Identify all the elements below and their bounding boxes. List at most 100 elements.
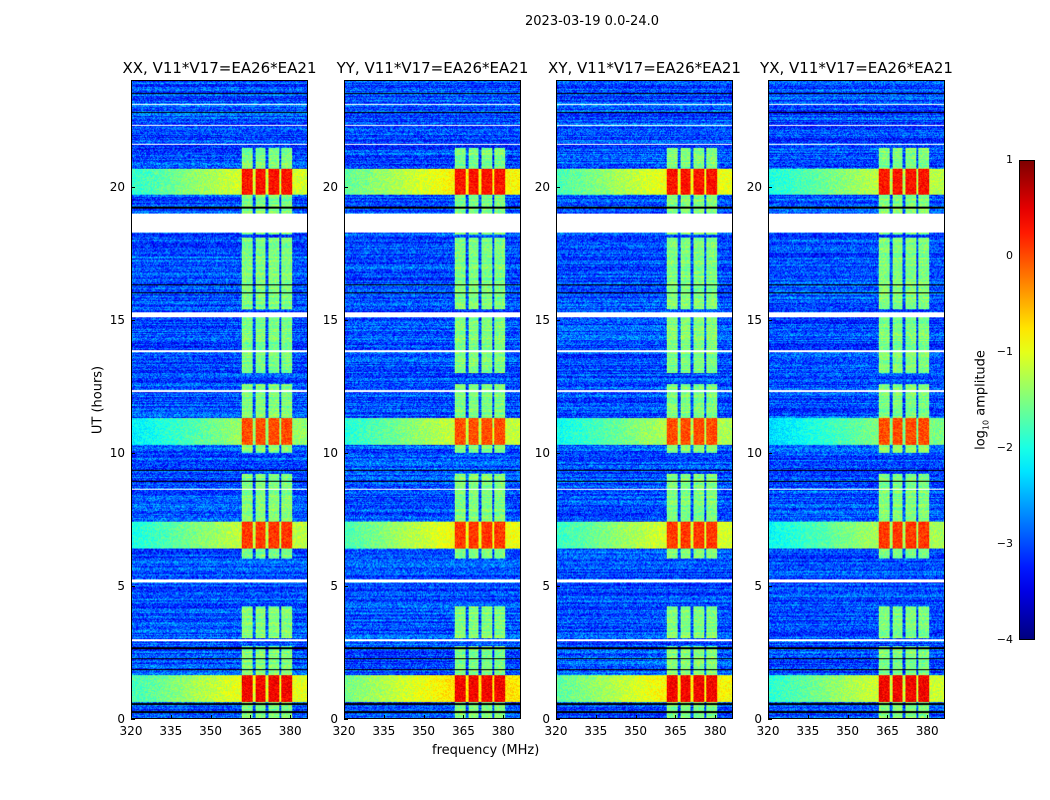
panel-title: YX, V11*V17=EA26*EA21 <box>760 59 953 77</box>
x-tick-mark <box>768 715 769 719</box>
y-tick-mark <box>556 585 560 587</box>
x-tick-label: 350 <box>836 724 860 738</box>
x-tick-label: 365 <box>875 724 899 738</box>
colorbar-label-rest: amplitude <box>973 350 989 420</box>
x-tick-mark <box>927 715 929 719</box>
colorbar-tick-label: 0 <box>1006 249 1013 262</box>
y-tick-mark <box>768 319 772 321</box>
colorbar-tick-label: −4 <box>996 633 1013 646</box>
x-tick-mark <box>635 715 637 719</box>
x-tick-mark <box>675 715 677 719</box>
colorbar-label: log10 amplitude <box>974 350 991 450</box>
x-tick-mark <box>131 715 132 719</box>
x-tick-label: 320 <box>332 724 356 738</box>
colorbar-tick-label: −3 <box>996 537 1013 550</box>
y-tick-mark <box>556 319 560 321</box>
x-tick-mark <box>170 715 172 719</box>
y-tick-label: 20 <box>322 179 338 194</box>
x-tick-mark <box>423 715 425 719</box>
colorbar-tick-label: −1 <box>996 345 1013 358</box>
x-tick-mark <box>847 715 849 719</box>
x-axis-label: frequency (MHz) <box>432 743 540 758</box>
y-tick-mark <box>556 186 560 188</box>
y-tick-label: 0 <box>330 712 338 726</box>
y-tick-mark <box>768 186 772 188</box>
heatmap-panel-2 <box>556 80 733 719</box>
y-tick-label: 20 <box>746 179 762 194</box>
colorbar <box>1019 160 1035 640</box>
colorbar-tick-label: −2 <box>996 441 1013 454</box>
y-tick-mark <box>131 719 135 720</box>
y-tick-label: 20 <box>534 179 550 194</box>
y-tick-mark <box>768 452 772 454</box>
y-tick-label: 0 <box>117 712 125 726</box>
x-tick-label: 380 <box>278 724 302 738</box>
colorbar-label-sub: 10 <box>981 419 991 431</box>
x-tick-mark <box>463 715 465 719</box>
x-tick-mark <box>807 715 809 719</box>
y-tick-label: 10 <box>746 445 762 460</box>
y-tick-label: 10 <box>534 445 550 460</box>
heatmap-panel-0 <box>131 80 308 719</box>
heatmap-panel-3 <box>768 80 945 719</box>
y-tick-label: 15 <box>109 312 125 327</box>
figure-title: 2023-03-19 0.0-24.0 <box>525 14 659 29</box>
y-tick-label: 5 <box>117 578 125 593</box>
x-tick-label: 365 <box>238 724 262 738</box>
x-tick-label: 320 <box>119 724 143 738</box>
x-tick-label: 335 <box>159 724 183 738</box>
y-tick-label: 15 <box>322 312 338 327</box>
x-tick-label: 365 <box>451 724 475 738</box>
y-tick-mark <box>131 452 135 454</box>
y-tick-mark <box>131 186 135 188</box>
x-tick-label: 365 <box>663 724 687 738</box>
y-tick-mark <box>768 585 772 587</box>
y-tick-label: 20 <box>109 179 125 194</box>
panel-title: XY, V11*V17=EA26*EA21 <box>548 59 741 77</box>
x-tick-label: 380 <box>491 724 515 738</box>
y-tick-mark <box>556 719 560 720</box>
y-tick-mark <box>344 319 348 321</box>
y-tick-label: 10 <box>109 445 125 460</box>
y-tick-label: 5 <box>754 578 762 593</box>
y-tick-mark <box>344 585 348 587</box>
y-tick-mark <box>768 719 772 720</box>
x-tick-mark <box>290 715 292 719</box>
x-tick-mark <box>344 715 345 719</box>
y-tick-label: 15 <box>534 312 550 327</box>
x-tick-mark <box>595 715 597 719</box>
x-tick-label: 335 <box>584 724 608 738</box>
x-tick-label: 320 <box>756 724 780 738</box>
y-tick-mark <box>556 452 560 454</box>
x-tick-mark <box>210 715 212 719</box>
x-tick-label: 380 <box>703 724 727 738</box>
y-tick-mark <box>131 585 135 587</box>
y-tick-mark <box>344 719 348 720</box>
x-tick-mark <box>383 715 385 719</box>
colorbar-label-main: log <box>973 430 989 450</box>
y-tick-label: 5 <box>330 578 338 593</box>
x-tick-label: 335 <box>372 724 396 738</box>
x-tick-label: 350 <box>624 724 648 738</box>
x-tick-mark <box>250 715 252 719</box>
x-tick-label: 335 <box>796 724 820 738</box>
y-tick-label: 10 <box>322 445 338 460</box>
x-tick-label: 380 <box>915 724 939 738</box>
y-tick-mark <box>344 186 348 188</box>
x-tick-label: 350 <box>412 724 436 738</box>
panel-title: YY, V11*V17=EA26*EA21 <box>336 59 529 77</box>
y-tick-label: 15 <box>746 312 762 327</box>
y-tick-mark <box>131 319 135 321</box>
y-tick-label: 0 <box>542 712 550 726</box>
y-tick-label: 5 <box>542 578 550 593</box>
x-tick-mark <box>556 715 557 719</box>
y-axis-label: UT (hours) <box>90 365 106 435</box>
x-tick-mark <box>503 715 505 719</box>
x-tick-label: 320 <box>544 724 568 738</box>
y-tick-mark <box>344 452 348 454</box>
heatmap-panel-1 <box>344 80 521 719</box>
colorbar-tick-label: 1 <box>1006 153 1013 166</box>
x-tick-label: 350 <box>199 724 223 738</box>
y-tick-label: 0 <box>754 712 762 726</box>
